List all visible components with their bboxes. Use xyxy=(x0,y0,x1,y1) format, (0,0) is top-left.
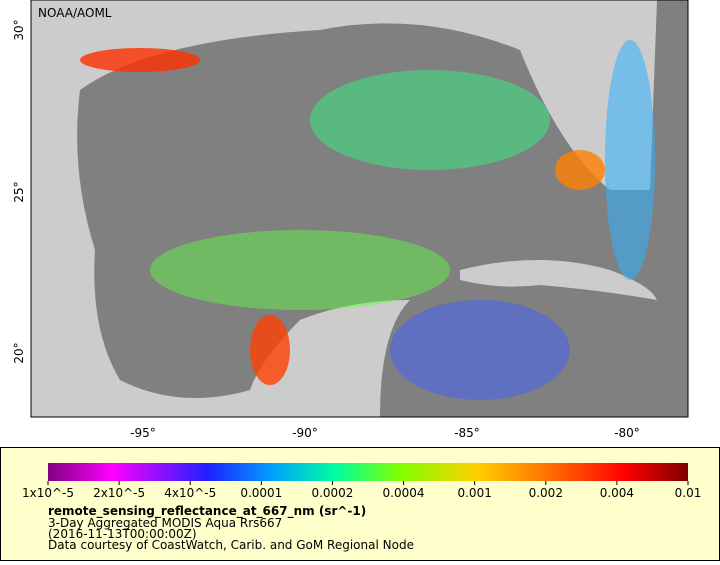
legend-line: 3-Day Aggregated MODIS Aqua Rrs667 xyxy=(48,516,282,530)
patch xyxy=(250,315,290,385)
colorbar-label: 0.0002 xyxy=(311,486,353,500)
colorbar-label: 4x10^-5 xyxy=(164,486,216,500)
colorbar-label: 0.004 xyxy=(600,486,634,500)
patch xyxy=(310,70,550,170)
patch xyxy=(80,48,200,72)
patch xyxy=(555,150,605,190)
colorbar-label: 0.002 xyxy=(529,486,563,500)
legend-line: Data courtesy of CoastWatch, Carib. and … xyxy=(48,538,414,552)
lat-label: 20° xyxy=(12,342,26,363)
credit: NOAA/AOML xyxy=(38,6,112,20)
patch xyxy=(150,230,450,310)
legend: remote_sensing_reflectance_at_667_nm (sr… xyxy=(0,447,720,561)
colorbar-label: 0.0004 xyxy=(383,486,425,500)
colorbar-label: 1x10^-5 xyxy=(22,486,74,500)
map: NOAA/AOML 30° 25° 20° -95° -90° -85° -80… xyxy=(12,0,689,440)
lat-label: 30° xyxy=(12,19,26,40)
lon-label: -80° xyxy=(614,426,640,440)
colorbar xyxy=(48,463,688,481)
cuba xyxy=(460,260,657,300)
lon-label: -95° xyxy=(130,426,156,440)
legend-title: remote_sensing_reflectance_at_667_nm (sr… xyxy=(48,504,366,519)
no-data xyxy=(657,0,688,417)
legend-line: (2016-11-13T00:00:00Z) xyxy=(48,527,197,541)
colorbar-label: 0.001 xyxy=(457,486,491,500)
patch xyxy=(390,300,570,400)
colorbar-label: 0.0001 xyxy=(240,486,282,500)
lon-label: -85° xyxy=(454,426,480,440)
map-frame xyxy=(30,0,689,418)
colorbar-label: 2x10^-5 xyxy=(93,486,145,500)
lat-label: 25° xyxy=(12,181,26,202)
patch xyxy=(605,40,655,280)
lon-label: -90° xyxy=(292,426,318,440)
colorbar-label: 0.01 xyxy=(675,486,702,500)
